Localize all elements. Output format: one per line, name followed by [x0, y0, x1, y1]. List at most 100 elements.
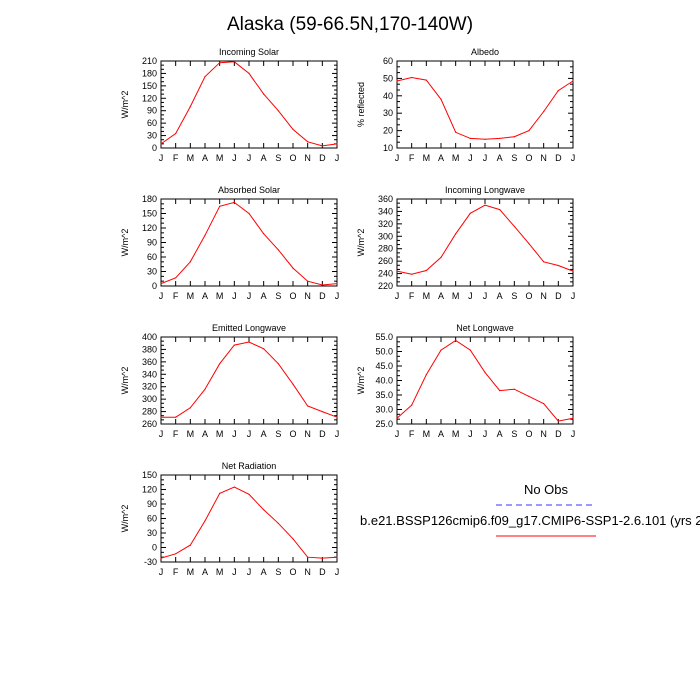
- data-point: [204, 76, 206, 78]
- y-tick-label: 40: [383, 91, 393, 101]
- x-tick-label: J: [395, 291, 400, 301]
- y-axis-label: W/m^2: [356, 229, 366, 257]
- x-tick-label: J: [247, 567, 252, 577]
- data-point: [277, 249, 279, 251]
- y-axis-label: W/m^2: [356, 367, 366, 395]
- data-point: [263, 509, 265, 511]
- y-tick-label: 30.0: [375, 405, 393, 415]
- chart-panel: Incoming Longwave 220 240 260 280 300 320 340 36…: [356, 185, 575, 301]
- y-tick-label: 240: [378, 269, 393, 279]
- data-point: [233, 61, 235, 63]
- y-tick-label: 150: [142, 209, 157, 219]
- data-point: [513, 136, 515, 138]
- data-point: [160, 416, 162, 418]
- data-point: [528, 395, 530, 397]
- data-point: [307, 556, 309, 558]
- data-point: [499, 209, 501, 211]
- x-tick-label: S: [511, 291, 517, 301]
- x-tick-label: M: [187, 567, 195, 577]
- x-tick-label: A: [497, 291, 503, 301]
- y-tick-label: 50.0: [375, 347, 393, 357]
- series-line: [160, 201, 338, 286]
- x-tick-label: F: [409, 291, 415, 301]
- data-point: [233, 201, 235, 203]
- x-tick-label: N: [304, 567, 311, 577]
- y-tick-label: 0: [152, 281, 157, 291]
- data-point: [440, 256, 442, 258]
- data-point: [292, 538, 294, 540]
- plot-frame: [160, 198, 338, 287]
- y-tick-label: 300: [142, 394, 157, 404]
- y-tick-label: 0: [152, 543, 157, 553]
- data-point: [277, 363, 279, 365]
- y-tick-label: 150: [142, 470, 157, 480]
- x-tick-label: F: [173, 429, 179, 439]
- data-point: [219, 363, 221, 365]
- x-tick-label: J: [232, 567, 237, 577]
- x-tick-label: M: [423, 429, 431, 439]
- x-tick-label: D: [555, 429, 562, 439]
- data-point: [292, 383, 294, 385]
- data-point: [307, 141, 309, 143]
- data-point: [572, 80, 574, 82]
- x-tick-label: J: [159, 291, 164, 301]
- y-tick-label: 55.0: [375, 332, 393, 342]
- data-point: [513, 388, 515, 390]
- x-tick-label: J: [468, 291, 473, 301]
- data-point: [425, 269, 427, 272]
- x-tick-label: J: [247, 429, 252, 439]
- plot-frame: [396, 60, 574, 149]
- data-point: [175, 277, 177, 279]
- data-point: [204, 388, 206, 390]
- y-tick-label: 400: [142, 332, 157, 342]
- y-tick-label: 35.0: [375, 390, 393, 400]
- x-tick-label: J: [335, 567, 340, 577]
- x-tick-label: A: [261, 153, 267, 163]
- y-tick-label: 260: [378, 256, 393, 266]
- data-point: [189, 544, 191, 546]
- series-line: [160, 61, 338, 147]
- x-tick-label: J: [335, 429, 340, 439]
- data-point: [469, 212, 471, 214]
- chart-panel: Emitted Longwave 260 280 300 320 340 360 380 400…: [120, 323, 339, 439]
- chart-title: Absorbed Solar: [218, 185, 280, 195]
- x-tick-label: N: [540, 153, 547, 163]
- y-tick-label: 300: [378, 231, 393, 241]
- series-line: [396, 76, 574, 140]
- y-tick-label: 280: [378, 244, 393, 254]
- y-tick-label: 30: [147, 131, 157, 141]
- data-point: [233, 344, 235, 346]
- y-tick-label: 210: [142, 56, 157, 66]
- x-tick-label: J: [232, 153, 237, 163]
- x-tick-label: M: [452, 291, 460, 301]
- data-point: [455, 131, 457, 133]
- y-tick-label: 320: [142, 382, 157, 392]
- x-tick-label: S: [275, 429, 281, 439]
- data-point: [189, 261, 191, 263]
- data-point: [455, 339, 457, 342]
- chart-title: Albedo: [471, 47, 499, 57]
- x-tick-label: J: [395, 153, 400, 163]
- x-tick-label: O: [525, 291, 532, 301]
- data-point: [307, 280, 309, 282]
- y-tick-label: 20: [383, 126, 393, 136]
- x-tick-label: M: [187, 291, 195, 301]
- data-point: [292, 267, 294, 269]
- data-point: [263, 233, 265, 235]
- y-axis-label: % reflected: [356, 82, 366, 127]
- data-point: [219, 205, 221, 207]
- x-tick-label: J: [483, 429, 488, 439]
- x-tick-label: J: [571, 153, 576, 163]
- y-tick-label: 45.0: [375, 361, 393, 371]
- x-tick-label: M: [216, 291, 224, 301]
- x-tick-label: O: [289, 291, 296, 301]
- legend: No Obs b.e21.BSSP126cmip6.f09_g17.CMIP6-…: [360, 482, 700, 537]
- y-tick-label: 260: [142, 419, 157, 429]
- chart-title: Net Radiation: [222, 461, 277, 471]
- y-tick-label: 180: [142, 194, 157, 204]
- y-tick-label: 150: [142, 81, 157, 91]
- data-point: [543, 110, 545, 113]
- x-tick-label: J: [159, 429, 164, 439]
- data-point: [469, 349, 471, 351]
